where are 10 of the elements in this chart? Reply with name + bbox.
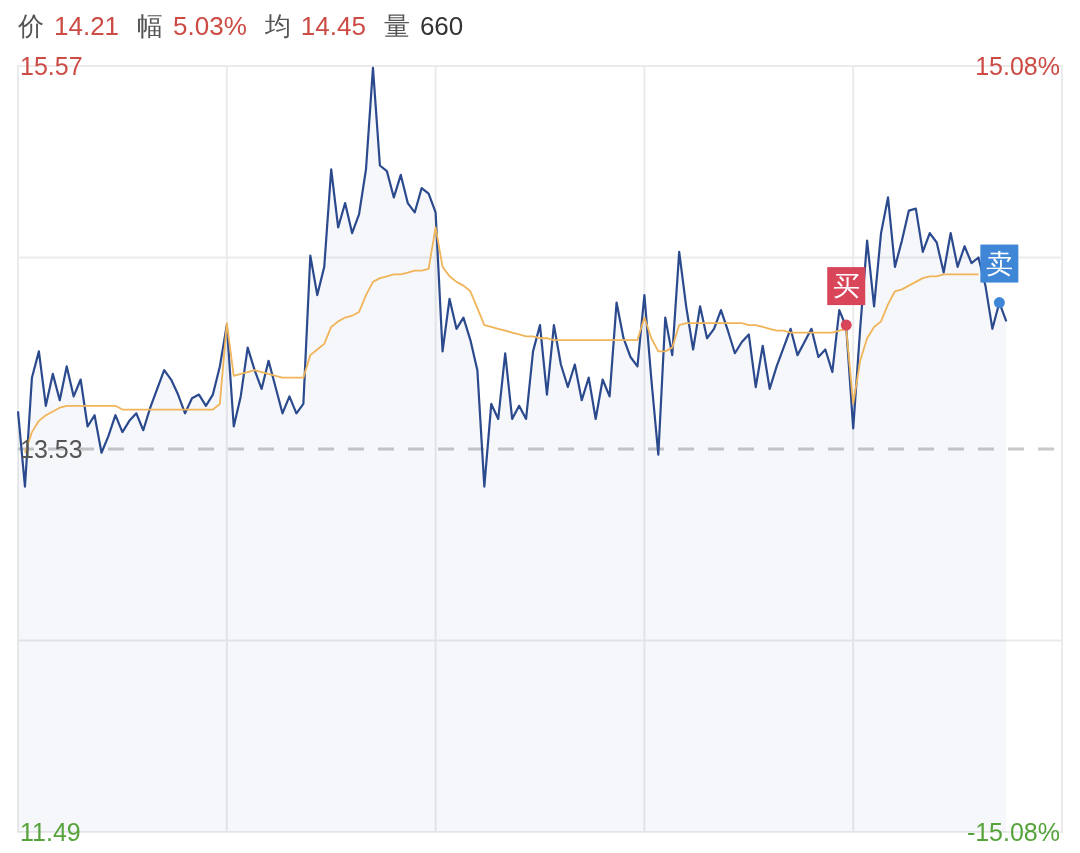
y-tick-label: 15.57 <box>20 52 83 80</box>
annotation: 卖 <box>985 248 1013 279</box>
y2-tick-label: 15.08% <box>975 52 1060 80</box>
text: 价 14.21 <box>17 11 120 41</box>
y-tick-label: 11.49 <box>20 818 81 846</box>
text: 均 14.45 <box>263 11 366 41</box>
text: 幅 5.03% <box>137 11 247 41</box>
annotation: 买 <box>832 271 860 302</box>
text: 量 660 <box>383 11 464 41</box>
y2-tick-label: -15.08% <box>966 818 1060 846</box>
